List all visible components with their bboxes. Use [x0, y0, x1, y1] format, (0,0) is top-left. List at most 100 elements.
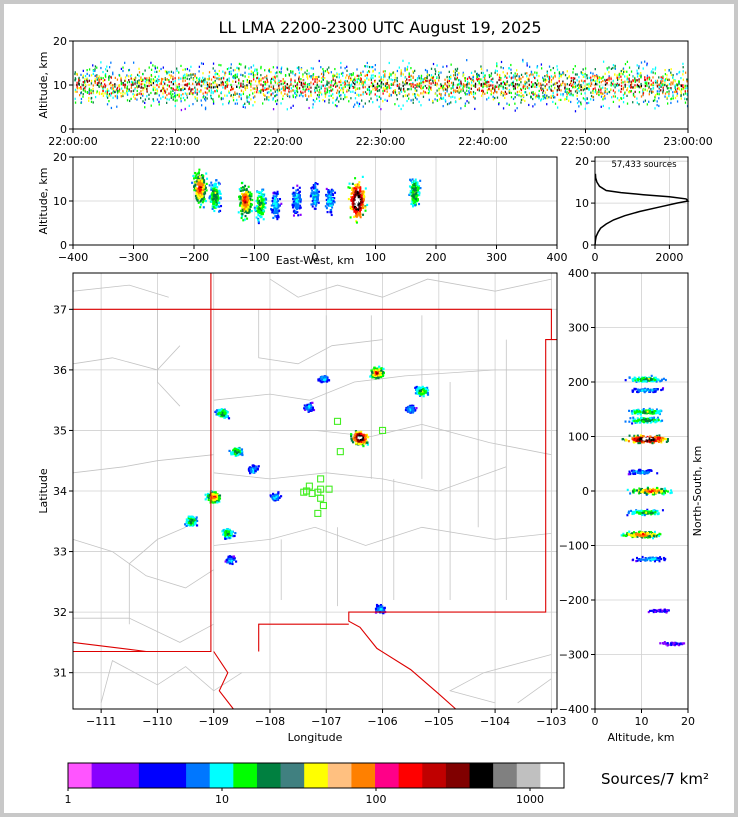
alt-time-source [594, 68, 596, 71]
ew-source [314, 185, 317, 188]
alt-time-source [568, 99, 570, 102]
alt-time-source [366, 77, 368, 80]
alt-time-source [516, 73, 519, 76]
alt-time-source [196, 91, 198, 94]
ew-source [350, 199, 353, 202]
ew-source [240, 187, 243, 190]
alt-time-source [396, 98, 398, 101]
alt-time-source [200, 104, 203, 107]
ew-source [354, 189, 357, 192]
alt-time-source [470, 84, 473, 87]
alt-time-source [142, 100, 144, 103]
alt-time-source [490, 91, 493, 94]
alt-time-source [672, 74, 674, 77]
alt-time-source [90, 100, 93, 103]
alt-time-source [248, 96, 250, 99]
alt-time-source [176, 93, 179, 97]
alt-time-source [254, 91, 256, 94]
alt-time-source [276, 82, 279, 85]
alt-time-source [116, 88, 118, 91]
ew-source [194, 187, 197, 190]
ew-source [216, 195, 219, 198]
alt-time-source [88, 83, 90, 87]
alt-time-source [520, 91, 522, 95]
alt-time-source [340, 66, 342, 69]
alt-time-source [272, 76, 274, 79]
ew-source [243, 218, 246, 221]
alt-time-source [364, 81, 366, 84]
alt-time-source [124, 83, 126, 86]
alt-time-source [136, 98, 138, 101]
alt-time-source [460, 84, 462, 87]
alt-time-source [252, 96, 255, 99]
alt-time-source [536, 74, 538, 77]
alt-time-source [572, 79, 575, 82]
alt-time-source [140, 78, 142, 82]
ew-source [206, 177, 209, 180]
alt-time-source [136, 89, 138, 93]
alt-time-source [454, 68, 457, 71]
ew-source [257, 221, 260, 225]
alt-time-source [244, 106, 246, 109]
alt-time-source [472, 76, 474, 79]
alt-time-source [458, 78, 461, 82]
alt-time-source [114, 89, 116, 92]
ew-source [242, 205, 245, 208]
ew-source [208, 196, 211, 199]
alt-time-source [158, 69, 161, 73]
alt-time-source [250, 70, 253, 73]
alt-time-source [168, 84, 171, 88]
ew-source [238, 195, 241, 198]
alt-time-source [176, 69, 178, 72]
alt-time-source [652, 99, 655, 103]
alt-time-source [558, 87, 560, 90]
alt-time-source [562, 94, 564, 97]
alt-time-source [606, 78, 609, 81]
alt-time-source [112, 87, 114, 90]
alt-time-source [250, 85, 252, 88]
alt-time-source [232, 93, 235, 96]
county-boundary [213, 369, 552, 401]
ew-source [327, 202, 330, 205]
alt-time-source [330, 84, 332, 87]
alt-time-source [534, 103, 536, 106]
alt-time-source [548, 65, 551, 68]
alt-time-source [182, 96, 185, 100]
alt-time-source [368, 78, 370, 81]
ew-source [197, 171, 200, 174]
alt-time-source [220, 84, 222, 87]
ew-source [210, 200, 213, 203]
hist-line [594, 173, 690, 246]
alt-time-source [422, 92, 424, 95]
ew-source [245, 191, 248, 194]
alt-time-source [334, 79, 336, 82]
alt-time-source [266, 98, 268, 101]
alt-time-source [602, 98, 604, 101]
ew-source [214, 184, 217, 188]
alt-time-source [166, 78, 168, 81]
county-boundary [73, 617, 214, 643]
alt-time-source [358, 74, 360, 77]
ew-source [326, 210, 329, 214]
alt-time-source [558, 88, 560, 92]
alt-time-source [664, 81, 666, 84]
alt-time-source [648, 90, 651, 93]
alt-time-source [354, 97, 357, 100]
plan-source [359, 434, 362, 437]
alt-time-source [598, 81, 601, 84]
alt-time-source [160, 67, 162, 71]
alt-time-source [266, 88, 268, 91]
ew-source [313, 200, 316, 203]
alt-time-source [284, 89, 286, 92]
alt-time-source [650, 88, 653, 91]
alt-time-source [260, 74, 262, 77]
alt-time-source [484, 78, 486, 82]
ew-source [258, 207, 261, 210]
alt-time-source [124, 86, 126, 89]
alt-time-source [206, 83, 209, 87]
alt-time-source [638, 80, 640, 83]
alt-time-source [574, 110, 577, 113]
alt-time-source [214, 79, 216, 83]
alt-time-source [580, 85, 582, 89]
alt-time-source [278, 89, 280, 93]
